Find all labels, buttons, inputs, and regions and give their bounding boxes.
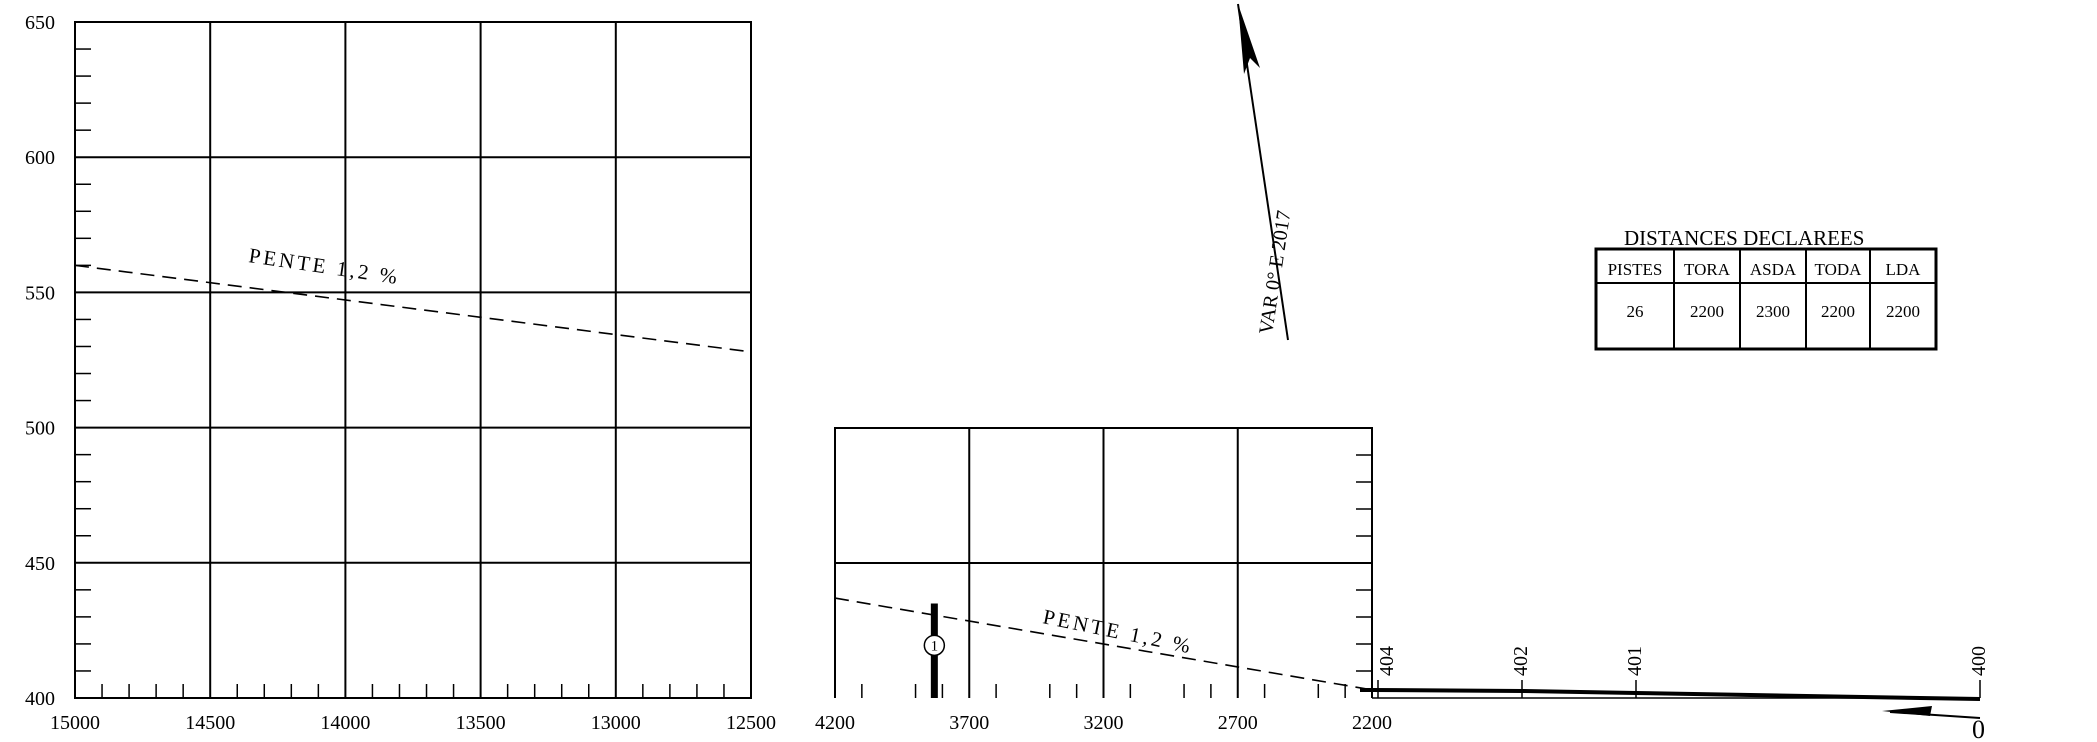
left-x-tick-label-12500: 12500 [726,712,776,734]
north-arrow-head [1238,4,1260,74]
left-x-tick-label-14000: 14000 [320,712,370,734]
left-y-tick-label-450: 450 [25,553,55,575]
left-slope-label: PENTE 1,2 % [247,243,401,289]
left-slope-line [74,264,752,353]
left-x-tick-label-13500: 13500 [456,712,506,734]
right-x-tick-label-4200: 4200 [815,712,855,734]
table-header-lda: LDA [1886,260,1922,279]
left-panel-frame [74,21,752,699]
declared-distances-title: DISTANCES DECLAREES [1624,226,1864,250]
table-cell-tora: 2200 [1690,302,1724,321]
elevation-label-401: 401 [1624,646,1646,676]
left-grid [75,22,751,698]
left-y-tick-labels: 400 450 500 550 600 650 [25,12,55,710]
elevation-marker-402: 402 [1510,646,1532,698]
right-x-tick-labels: 4200 3700 3200 2700 2200 [815,712,1392,734]
table-cell-piste: 26 [1627,302,1644,321]
origin-label: 0 [1972,715,1985,742]
left-x-tick-label-13000: 13000 [591,712,641,734]
left-y-tick-label-650: 650 [25,12,55,34]
table-header-toda: TODA [1815,260,1863,279]
table-header-tora: TORA [1684,260,1731,279]
right-minor-ticks [861,454,1372,698]
direction-arrow [1882,706,1981,719]
left-y-tick-label-600: 600 [25,147,55,169]
table-cell-toda: 2200 [1821,302,1855,321]
north-variation-label: VAR 0° E 2017 [1255,209,1295,336]
runway-profile: 404 402 401 400 0 [1360,646,1990,742]
table-outer-border [1594,247,1938,351]
table-header-pistes: PISTES [1608,260,1663,279]
elevation-label-404: 404 [1376,646,1398,676]
right-grid [835,428,1372,698]
right-slope-line [834,597,1373,691]
right-slope-label: PENTE 1,2 % [1041,604,1195,658]
right-x-tick-label-2200: 2200 [1352,712,1392,734]
right-x-tick-label-3700: 3700 [949,712,989,734]
left-x-tick-label-15000: 15000 [50,712,100,734]
table-header-asda: ASDA [1750,260,1797,279]
elevation-marker-404: 404 [1376,646,1398,698]
elevation-label-400: 400 [1968,646,1990,676]
left-x-tick-labels: 15000 14500 14000 13500 13000 12500 [50,712,776,734]
direction-arrow-head [1882,706,1932,716]
elevation-marker-401: 401 [1624,646,1646,698]
right-x-tick-label-2700: 2700 [1218,712,1258,734]
elevation-label-402: 402 [1510,646,1532,676]
left-y-tick-label-550: 550 [25,282,55,304]
table-cell-asda: 2300 [1756,302,1790,321]
left-y-tick-label-400: 400 [25,688,55,710]
left-y-tick-label-500: 500 [25,418,55,440]
right-panel: 4200 3700 3200 2700 2200 PENTE 1,2 % 1 [815,427,1392,734]
declared-distances-table: DISTANCES DECLAREES PISTES TORA ASDA TOD… [1594,226,1938,351]
left-x-tick-label-14500: 14500 [185,712,235,734]
left-minor-ticks [75,48,725,698]
table-cell-lda: 2200 [1886,302,1920,321]
obstacle-number: 1 [931,638,939,654]
north-arrow: VAR 0° E 2017 [1237,3,1295,341]
obstacle-number-circle [923,634,946,657]
right-x-tick-label-3200: 3200 [1084,712,1124,734]
elevation-marker-400: 400 [1968,646,1990,698]
